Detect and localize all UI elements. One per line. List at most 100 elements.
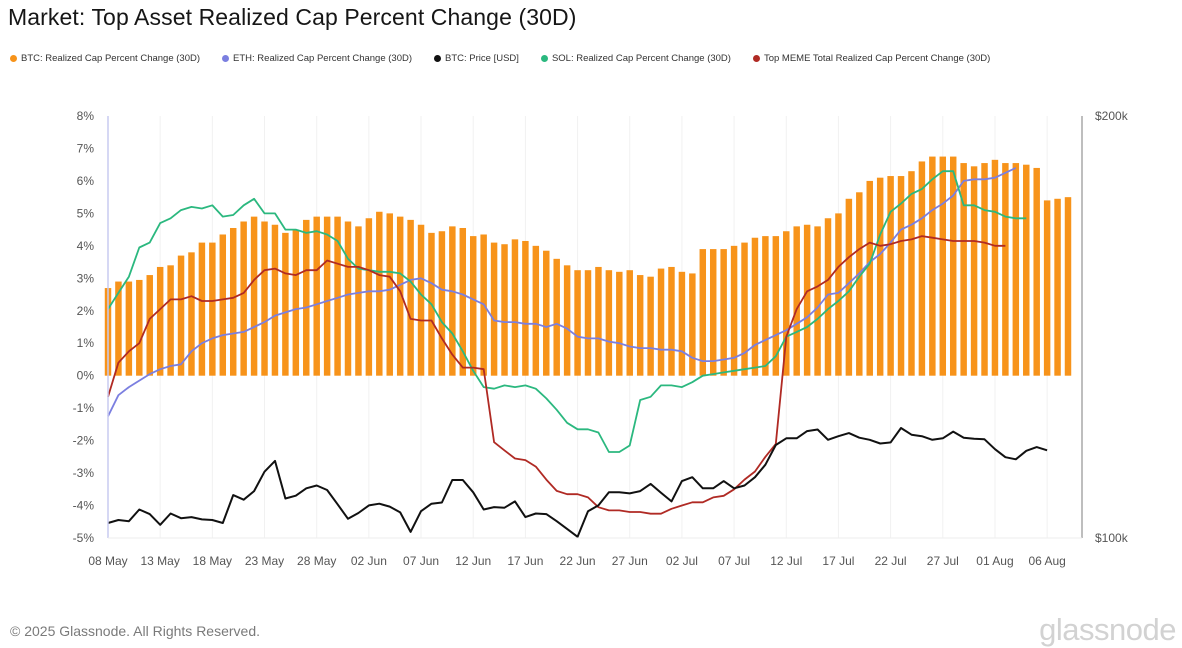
btc-bar xyxy=(365,218,373,376)
btc-bar xyxy=(897,176,905,376)
btc-bar xyxy=(678,271,686,376)
legend-dot-icon xyxy=(10,55,17,62)
y-tick-label: 3% xyxy=(77,271,95,285)
btc-bar xyxy=(866,180,873,376)
btc-bar xyxy=(793,226,800,376)
btc-bar xyxy=(469,236,477,376)
x-tick-label: 27 Jul xyxy=(927,554,959,568)
btc-bar xyxy=(835,213,842,376)
btc-bar xyxy=(772,236,780,376)
btc-bar xyxy=(459,227,467,376)
legend-label: BTC: Price [USD] xyxy=(445,53,519,64)
btc-bar xyxy=(303,219,310,376)
btc-bar xyxy=(271,224,279,376)
x-tick-label: 07 Jun xyxy=(403,554,439,568)
btc-bar xyxy=(709,249,717,376)
y-tick-label: 8% xyxy=(77,109,95,123)
y-tick-label: 5% xyxy=(77,206,95,220)
x-axis-ticks: 08 May 13 May 18 May 23 May 28 May 02 Jun 07 J… xyxy=(88,554,1065,568)
x-tick-label: 27 Jun xyxy=(612,554,648,568)
legend-label: SOL: Realized Cap Percent Change (30D) xyxy=(551,53,731,64)
x-tick-label: 17 Jul xyxy=(822,554,854,568)
btc-bar xyxy=(334,216,341,376)
x-tick-label: 12 Jun xyxy=(455,554,491,568)
btc-bar xyxy=(814,226,821,376)
y-axis-left-ticks: 8% 7% 6% 5% 4% 3% 2% 1% 0% -1% -2% -3% -4% -5% xyxy=(73,109,95,545)
btc-bar xyxy=(626,270,633,376)
btc-bar xyxy=(636,275,644,376)
legend-dot-icon xyxy=(540,55,548,62)
legend-item-btc[interactable]: BTC: Realized Cap Percent Change (30D) xyxy=(10,53,200,64)
y-tick-label: -3% xyxy=(73,466,95,480)
x-tick-label: 13 May xyxy=(140,554,179,568)
btc-bar xyxy=(229,227,237,376)
chart-title: Market: Top Asset Realized Cap Percent C… xyxy=(8,4,577,30)
btc-bar xyxy=(720,249,727,376)
btc-bars xyxy=(104,156,1072,376)
btc-bar xyxy=(741,242,748,376)
btc-bar xyxy=(699,249,707,376)
x-tick-label: 12 Jul xyxy=(770,554,802,568)
btc-bar xyxy=(543,250,550,376)
btc-bar xyxy=(177,255,185,376)
btc-bar xyxy=(908,171,915,376)
btc-bar xyxy=(657,268,665,376)
btc-bar xyxy=(762,236,769,376)
eth-line xyxy=(107,167,1017,417)
btc-bar xyxy=(438,231,446,376)
x-tick-label: 28 May xyxy=(297,554,336,568)
btc-bar xyxy=(136,279,143,376)
btc-bar xyxy=(751,237,759,376)
y-tick-label: 0% xyxy=(77,369,95,383)
btc-bar xyxy=(417,224,425,376)
btc-bar xyxy=(146,275,153,376)
x-tick-label: 01 Aug xyxy=(976,554,1013,568)
btc-bar xyxy=(647,276,654,376)
x-tick-label: 07 Jul xyxy=(718,554,750,568)
legend-item-price[interactable]: BTC: Price [USD] xyxy=(434,53,519,64)
btc-bar xyxy=(386,213,393,376)
btc-bar xyxy=(344,221,352,376)
btc-bar xyxy=(730,245,738,376)
btc-bar xyxy=(939,156,947,376)
btc-bar xyxy=(449,226,456,376)
btc-bar xyxy=(490,242,498,376)
legend-item-eth[interactable]: ETH: Realized Cap Percent Change (30D) xyxy=(222,53,412,64)
legend-item-meme[interactable]: Top MEME Total Realized Cap Percent Chan… xyxy=(752,53,990,64)
btc-bar xyxy=(1043,200,1051,376)
legend-dot-icon xyxy=(752,55,760,62)
legend-dot-icon xyxy=(434,55,442,62)
legend-dot-icon xyxy=(222,55,230,62)
btc-bar xyxy=(1002,163,1009,376)
btc-bar xyxy=(876,177,884,376)
legend-item-sol[interactable]: SOL: Realized Cap Percent Change (30D) xyxy=(540,53,731,64)
y-tick-label: -4% xyxy=(73,499,95,513)
btc-bar xyxy=(125,281,133,376)
y-tick-label: 7% xyxy=(77,141,95,155)
btc-bar xyxy=(188,252,195,376)
btc-bar xyxy=(689,273,696,376)
btc-bar xyxy=(240,221,247,376)
btc-bar xyxy=(845,198,853,376)
btc-bar xyxy=(991,159,999,376)
btc-bar xyxy=(313,216,320,376)
copyright: © 2025 Glassnode. All Rights Reserved. xyxy=(10,623,261,639)
btc-bar xyxy=(553,258,560,376)
btc-bar xyxy=(970,166,978,376)
y-tick-label: 1% xyxy=(77,336,95,350)
legend-label: ETH: Realized Cap Percent Change (30D) xyxy=(233,53,413,64)
btc-bar xyxy=(584,270,592,376)
btc-bar xyxy=(605,270,613,376)
btc-bar xyxy=(407,219,414,376)
btc-bar xyxy=(574,270,581,376)
btc-bar xyxy=(261,221,268,376)
btc-bar xyxy=(856,192,863,376)
btc-bar xyxy=(1064,197,1072,376)
btc-bar xyxy=(250,216,258,376)
legend-label: BTC: Realized Cap Percent Change (30D) xyxy=(21,53,201,64)
btc-bar xyxy=(616,271,623,376)
x-tick-label: 02 Jul xyxy=(666,554,698,568)
x-tick-label: 22 Jun xyxy=(560,554,596,568)
btc-bar xyxy=(115,281,122,376)
x-tick-label: 23 May xyxy=(245,554,284,568)
